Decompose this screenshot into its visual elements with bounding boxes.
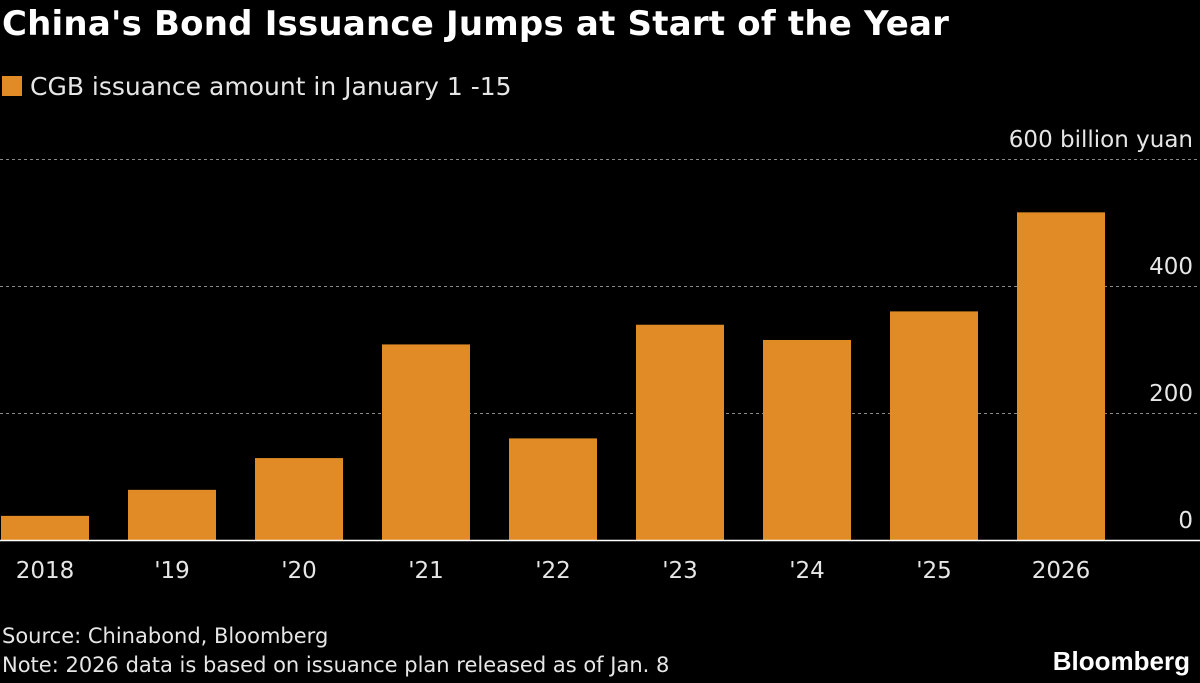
bar-24 [763,339,851,540]
bar-23 [636,324,724,540]
bar-19 [128,489,216,540]
bar-20 [255,458,343,540]
y-tick-label: 400 [1149,254,1193,280]
y-tick-label: 600 billion yuan [1009,127,1193,153]
legend: CGB issuance amount in January 1 -15 [2,70,512,102]
y-tick-label: 0 [1178,508,1193,534]
bar-21 [382,344,470,540]
x-tick-label: 2018 [16,558,75,584]
bar-2018 [1,515,89,540]
x-tick-label: 2026 [1032,558,1091,584]
bar-2026 [1017,212,1105,540]
bloomberg-logo: Bloomberg [1052,646,1190,676]
x-tick-label: '19 [154,558,190,584]
legend-label: CGB issuance amount in January 1 -15 [30,71,512,101]
legend-swatch [2,76,22,96]
data-note: Note: 2026 data is based on issuance pla… [2,653,670,677]
source-note: Source: Chinabond, Bloomberg [2,624,329,648]
chart-title: China's Bond Issuance Jumps at Start of … [2,4,950,44]
x-tick-label: '24 [789,558,825,584]
x-tick-label: '25 [916,558,952,584]
bar-22 [509,438,597,540]
x-tick-label: '21 [408,558,444,584]
x-tick-label: '20 [281,558,317,584]
x-tick-label: '22 [535,558,571,584]
bar-25 [890,311,978,540]
x-tick-label: '23 [662,558,698,584]
y-tick-label: 200 [1149,381,1193,407]
